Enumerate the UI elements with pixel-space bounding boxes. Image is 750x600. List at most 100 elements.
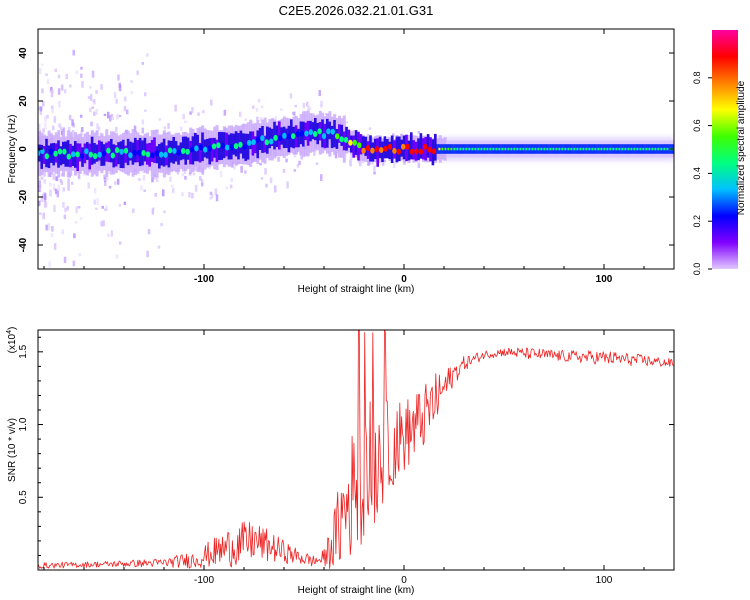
spectrogram-speckle [256,116,259,121]
spectrogram-ridge-mark [567,147,570,151]
spectrogram-ridge-mark [507,147,510,151]
spectrogram-ridge-mark [370,147,375,154]
spectrogram-ridge-mark [522,147,525,151]
spectrogram-ridge-mark [456,147,459,151]
spectrogram-ylabel: Frequency (Hz) [7,115,18,184]
spectrogram-speckle [100,84,103,90]
spectrogram-speckle [77,206,81,209]
spectrogram-ridge-mark [189,146,195,153]
spectrogram-speckle [184,120,187,123]
spectrogram-ridge-mark [582,147,585,151]
spectrogram-band-core [580,144,583,154]
spectrogram-ridge-mark [603,147,606,151]
spectrogram-band-core [59,146,63,166]
spectrogram-speckle [223,109,227,116]
spectrogram-ridge-mark [211,143,217,150]
spectrogram-band-core [280,127,283,145]
spectrogram-ridge-mark [525,147,528,151]
spectrogram-ytick-label: 0 [18,146,29,152]
spectrogram-band-core [198,143,202,163]
spectrogram-band-core [544,144,547,154]
spectrogram-speckle [44,122,47,129]
spectrogram-speckle [40,176,44,180]
spectrogram-ridge-mark [471,147,474,151]
spectrogram-band-core [590,144,593,154]
spectrogram-speckle [392,161,396,168]
spectrogram-band-core [338,124,341,143]
spectrogram-band-core [436,144,439,154]
spectrogram-speckle [39,106,43,112]
spectrogram-speckle [146,250,149,258]
spectrogram-ridge-mark [600,147,603,151]
spectrogram-ridge-mark [75,151,80,158]
spectrogram-speckle [60,84,64,91]
spectrogram-ridge-mark [57,148,63,155]
spectrogram-band-core [638,144,641,154]
spectrogram-band-core [554,144,557,154]
spectrogram-ticks: -100 0 100 -40 -20 0 20 40 [18,29,674,285]
spectrogram-speckle [163,210,166,214]
spectrogram-ridge-mark [361,147,366,154]
spectrogram-panel: -100 0 100 -40 -20 0 20 40 Height of straight l… [7,28,675,295]
spectrogram-speckle [116,178,120,185]
spectrogram-ridge-mark [666,147,669,151]
spectrogram-ridge-mark [606,147,609,151]
spectrogram-speckle [136,70,139,76]
spectrogram-ridge-mark [335,133,340,140]
spectrogram-speckle [210,99,213,106]
spectrogram-speckle [146,53,149,57]
spectrogram-speckle [298,160,301,165]
spectrogram-band-core [83,143,87,164]
spectrogram-ridge-mark [519,147,522,151]
spectrogram-speckle [57,184,60,191]
spectrogram-speckle [66,206,69,211]
spectrogram-band-core [494,144,497,154]
spectrogram-ridge-mark [317,128,322,135]
spectrogram-ridge-mark [352,139,357,146]
spectrogram-band-core [532,144,535,154]
spectrogram-ridge-mark [374,146,379,153]
spectrogram-speckle [392,133,395,138]
spectrogram-ridge-mark [477,147,480,151]
spectrogram-speckle [46,114,49,119]
spectrogram-speckle [107,111,110,119]
spectrogram-speckle [95,207,98,210]
spectrogram-ridge-mark [321,133,327,140]
spectrogram-band-core [311,122,315,140]
spectrogram-band-core [90,136,94,165]
spectrogram-band-core [215,139,219,163]
spectrogram-speckle [118,115,122,118]
spectrogram-speckle [41,63,44,66]
spectrogram-speckle [307,105,310,111]
spectrogram-ridge-mark [453,147,456,151]
spectrogram-band-core [542,144,545,154]
spectrogram-speckle [181,173,185,177]
spectrogram-speckle [144,92,147,97]
spectrogram-ridge-mark [486,147,489,151]
spectrogram-speckle [209,191,213,195]
spectrogram-speckle [52,125,55,131]
spectrogram-speckle [417,131,421,134]
spectrogram-speckle [296,164,300,168]
spectrogram-band-core [556,144,559,154]
spectrogram-speckle [233,165,236,170]
spectrogram-ytick-label: 40 [18,47,29,59]
spectrogram-ridge-mark [159,151,164,158]
spectrogram-band-core [376,138,379,167]
spectrogram-speckle [163,126,166,130]
spectrogram-speckle [54,132,58,134]
spectrogram-band-core [246,133,250,160]
spectrogram-speckle [123,201,127,205]
spectrogram-band-core [347,129,351,148]
spectrogram-speckle [260,177,264,180]
spectrogram-speckle [191,107,194,114]
spectrogram-ridge-mark [636,147,639,151]
spectrogram-band-core [129,141,132,161]
spectrogram-ridge-mark [238,141,243,148]
spectrogram-ridge-mark [269,138,274,145]
spectrogram-speckle [349,160,352,167]
spectrogram-speckle [44,115,47,122]
spectrogram-ridge-mark [441,147,444,151]
spectrogram-ridge-mark [444,147,447,151]
spectrogram-ridge-mark [418,148,423,155]
